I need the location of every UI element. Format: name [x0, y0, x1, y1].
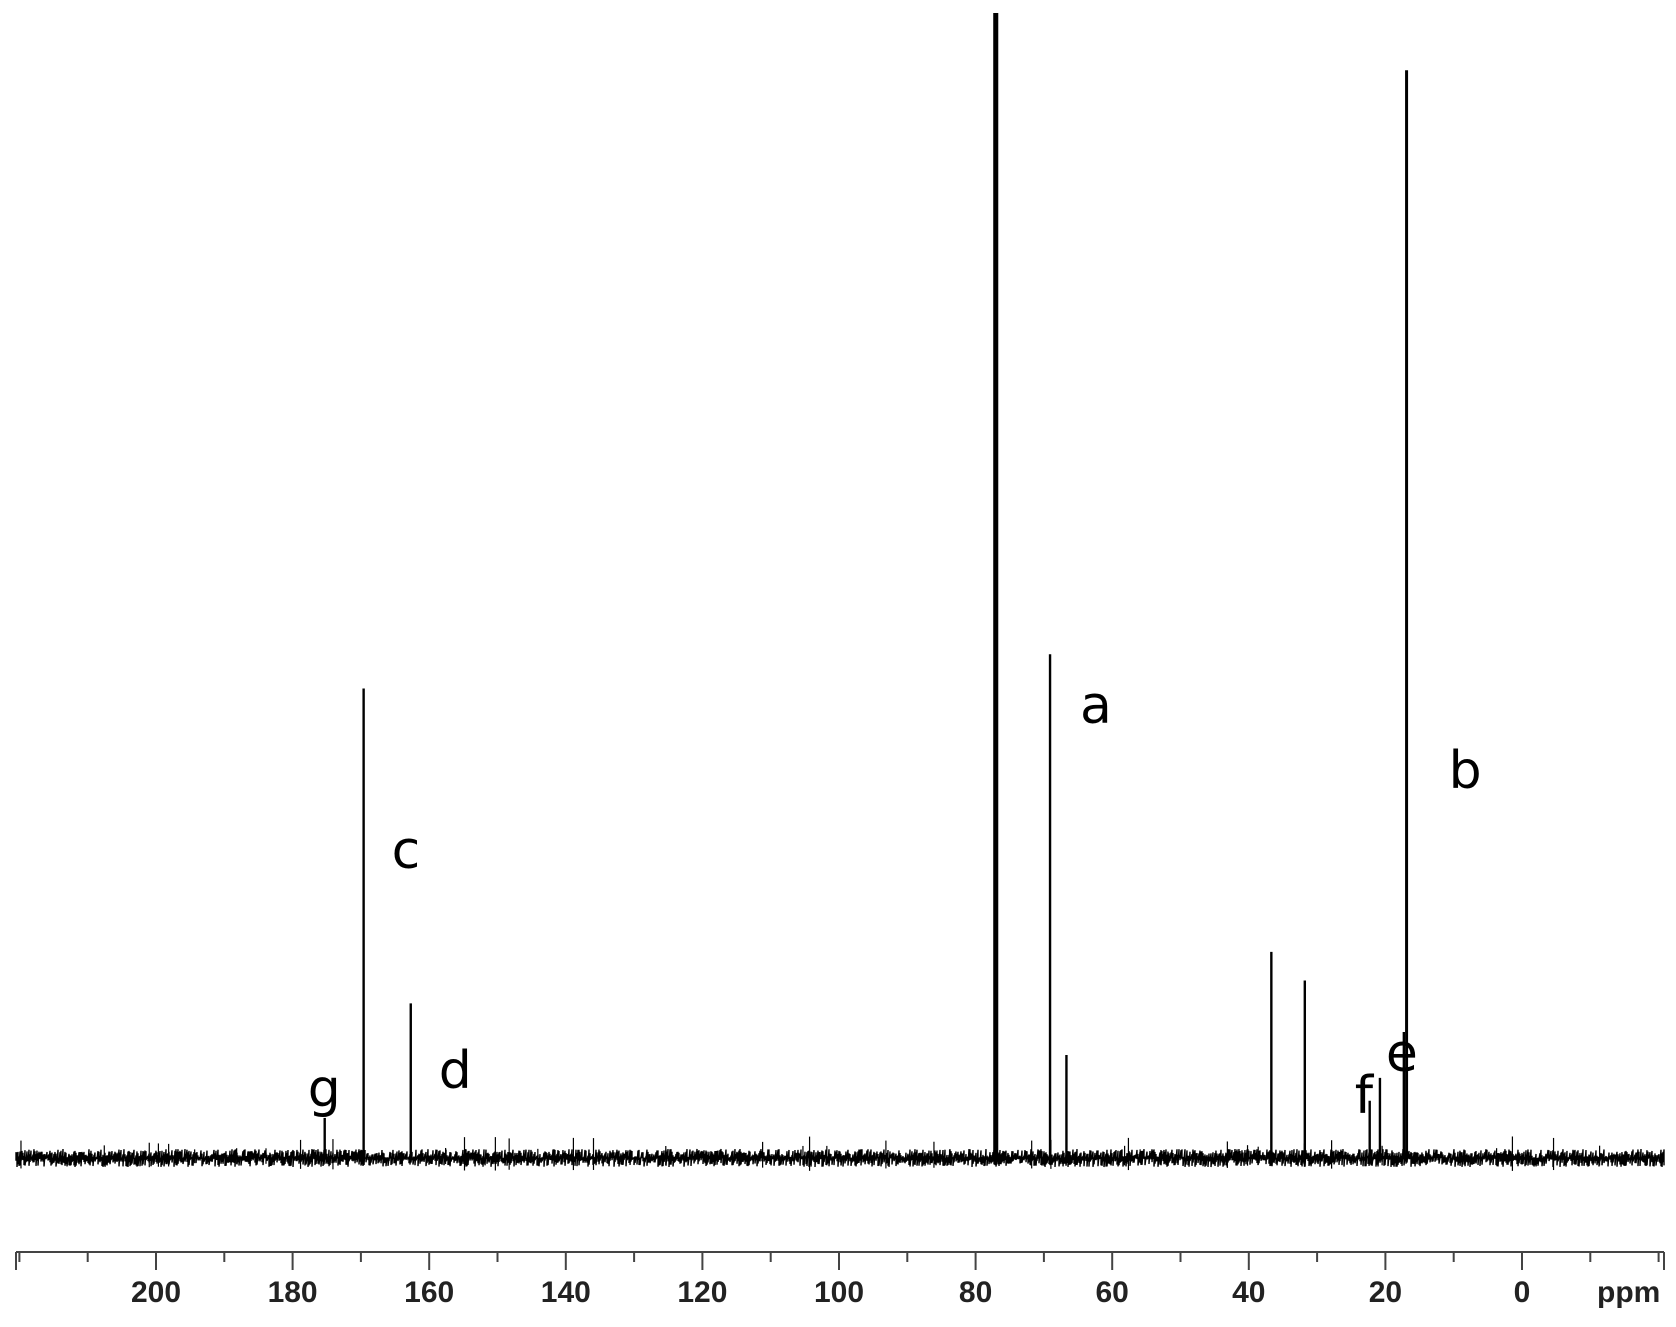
x-axis-unit-label: ppm [1597, 1276, 1660, 1309]
peak-label-b: b [1449, 741, 1482, 801]
baseline-noise-trace [15, 1148, 1665, 1168]
x-tick-label: 180 [268, 1276, 318, 1309]
x-tick-label: 120 [677, 1276, 727, 1309]
x-tick-label: 100 [814, 1276, 864, 1309]
x-tick-label: 0 [1514, 1276, 1531, 1309]
x-tick-label: 140 [541, 1276, 591, 1309]
x-tick-label: 40 [1232, 1276, 1265, 1309]
peak-label-c: c [392, 821, 421, 881]
x-tick-label: 60 [1096, 1276, 1129, 1309]
x-tick-label: 160 [404, 1276, 454, 1309]
x-tick-label: 200 [131, 1276, 181, 1309]
x-tick-label: 80 [959, 1276, 992, 1309]
peak-label-f: f [1355, 1066, 1375, 1126]
peak-label-e: e [1386, 1024, 1418, 1084]
peak-labels-group: b a c d ef g [308, 676, 1482, 1126]
peak-label-d: d [439, 1041, 472, 1101]
x-axis: 200 180 160 140 120 100 80 60 40 20 0 [15, 1251, 1665, 1309]
baseline-noise [15, 1136, 1665, 1171]
peak-label-a: a [1080, 676, 1112, 736]
peaks-group [323, 13, 1409, 1158]
x-tick-label: 20 [1369, 1276, 1402, 1309]
peak-label-g: g [308, 1059, 341, 1119]
